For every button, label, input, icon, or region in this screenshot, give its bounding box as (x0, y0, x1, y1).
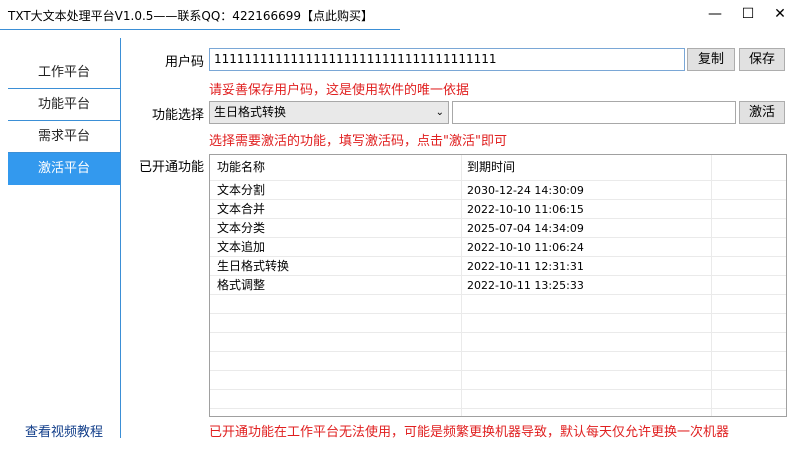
expiry-time: 2022-10-10 11:06:24 (467, 241, 584, 254)
feature-select[interactable]: 生日格式转换 ⌄ (209, 101, 449, 124)
feature-name: 文本分类 (217, 221, 266, 235)
empty-row (210, 314, 786, 333)
table-row[interactable]: 生日格式转换 2022-10-11 12:31:31 (210, 257, 786, 276)
expiry-time: 2025-07-04 14:34:09 (467, 222, 584, 235)
minimize-button[interactable]: — (708, 6, 722, 22)
column-divider (461, 155, 462, 416)
feature-name: 生日格式转换 (217, 259, 290, 273)
footer-warning: 已开通功能在工作平台无法使用，可能是频繁更换机器导致，默认每天仅允许更换一次机器 (209, 425, 730, 440)
sidebar-item-requests[interactable]: 需求平台 (8, 121, 120, 153)
window-title[interactable]: TXT大文本处理平台V1.0.5——联系QQ：422166699【点此购买】 (8, 9, 374, 23)
feature-name: 文本追加 (217, 240, 266, 254)
maximize-button[interactable]: ☐ (741, 6, 755, 22)
column-divider (711, 155, 712, 416)
table-row[interactable]: 文本分类 2025-07-04 14:34:09 (210, 219, 786, 238)
activation-code-input[interactable] (452, 101, 736, 124)
column-header-name[interactable]: 功能名称 (217, 160, 266, 174)
empty-row (210, 295, 786, 314)
sidebar-divider (120, 38, 121, 438)
user-code-input[interactable]: 1111111111111111111111111111111111111 (209, 48, 685, 71)
user-code-label: 用户码 (164, 55, 204, 70)
copy-button[interactable]: 复制 (687, 48, 735, 71)
feature-select-label: 功能选择 (151, 108, 204, 123)
table-row[interactable]: 文本分割 2030-12-24 14:30:09 (210, 181, 786, 200)
expiry-time: 2022-10-11 13:25:33 (467, 279, 584, 292)
feature-selected-value: 生日格式转换 (214, 105, 287, 119)
sidebar-item-work[interactable]: 工作平台 (8, 57, 120, 89)
sidebar-item-activate[interactable]: 激活平台 (8, 153, 120, 185)
empty-row (210, 390, 786, 409)
video-tutorial-link[interactable]: 查看视频教程 (25, 425, 104, 440)
enabled-features-label: 已开通功能 (138, 160, 204, 175)
expiry-time: 2022-10-11 12:31:31 (467, 260, 584, 273)
column-header-expires[interactable]: 到期时间 (467, 160, 516, 174)
feature-hint: 选择需要激活的功能，填写激活码，点击"激活"即可 (209, 134, 507, 149)
enabled-features-table[interactable]: 功能名称 到期时间 文本分割 2030-12-24 14:30:09 文本合并 202… (209, 154, 787, 417)
table-row[interactable]: 文本追加 2022-10-10 11:06:24 (210, 238, 786, 257)
user-code-hint: 请妥善保存用户码，这是使用软件的唯一依据 (209, 83, 470, 98)
sidebar-item-features[interactable]: 功能平台 (8, 89, 120, 121)
empty-row (210, 371, 786, 390)
table-row[interactable]: 格式调整 2022-10-11 13:25:33 (210, 276, 786, 295)
activate-button[interactable]: 激活 (739, 101, 785, 124)
expiry-time: 2022-10-10 11:06:15 (467, 203, 584, 216)
feature-name: 文本分割 (217, 183, 266, 197)
chevron-down-icon: ⌄ (435, 107, 444, 118)
table-row[interactable]: 文本合并 2022-10-10 11:06:15 (210, 200, 786, 219)
feature-name: 文本合并 (217, 202, 266, 216)
empty-row (210, 352, 786, 371)
title-divider (0, 29, 400, 30)
feature-name: 格式调整 (217, 278, 266, 292)
empty-row (210, 333, 786, 352)
expiry-time: 2030-12-24 14:30:09 (467, 184, 584, 197)
save-button[interactable]: 保存 (739, 48, 785, 71)
close-button[interactable]: ✕ (774, 6, 786, 22)
table-header: 功能名称 到期时间 (210, 155, 786, 181)
